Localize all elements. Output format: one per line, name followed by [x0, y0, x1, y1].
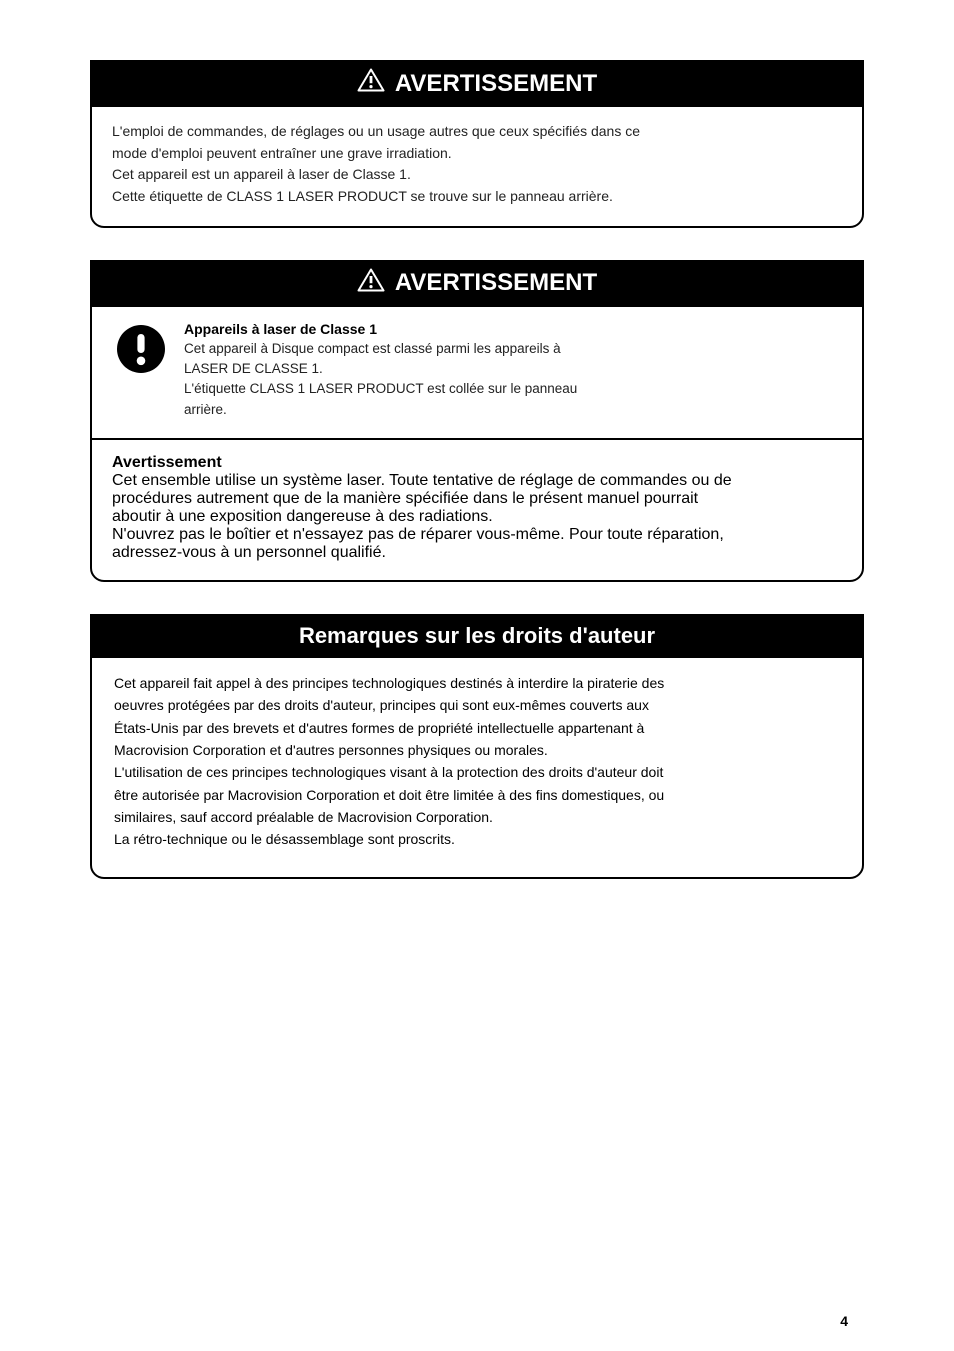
remarque-line: La rétro-technique ou le désassemblage s…	[114, 828, 840, 850]
header-label-1: AVERTISSEMENT	[395, 70, 597, 98]
item-body: Appareils à laser de Classe 1 Cet appare…	[184, 321, 842, 420]
body-line: L'emploi de commandes, de réglages ou un…	[112, 121, 842, 143]
header-label-2: AVERTISSEMENT	[395, 269, 597, 297]
remarques-body: Cet appareil fait appel à des principes …	[92, 658, 862, 877]
avertissement-upper: Appareils à laser de Classe 1 Cet appare…	[92, 307, 862, 440]
lower-line: aboutir à une exposition dangereuse à de…	[112, 508, 842, 526]
item-text-line: Cet appareil à Disque compact est classé…	[184, 339, 842, 359]
item-text-line: LASER DE CLASSE 1.	[184, 359, 842, 379]
warning-triangle-icon	[357, 268, 385, 299]
avertissement-box-2-wrapper: AVERTISSEMENT Appareils à laser de Class…	[90, 260, 864, 582]
remarque-line: Macrovision Corporation et d'autres pers…	[114, 739, 840, 761]
remarque-line: similaires, sauf accord préalable de Mac…	[114, 806, 840, 828]
avertissement-box-1: AVERTISSEMENT L'emploi de commandes, de …	[90, 60, 864, 228]
item-text-line: arrière.	[184, 400, 842, 420]
avertissement-lower: Avertissement Cet ensemble utilise un sy…	[92, 440, 862, 580]
notice-body-1: L'emploi de commandes, de réglages ou un…	[92, 107, 862, 226]
notice-header-2: AVERTISSEMENT	[92, 262, 862, 307]
lower-line: procédures autrement que de la manière s…	[112, 490, 842, 508]
remarque-line: Cet appareil fait appel à des principes …	[114, 672, 840, 694]
avertissement-box-2-header: AVERTISSEMENT	[90, 260, 864, 307]
item-row: Appareils à laser de Classe 1 Cet appare…	[112, 321, 842, 420]
body-line: mode d'emploi peuvent entraîner une grav…	[112, 143, 842, 165]
warning-triangle-icon	[357, 68, 385, 99]
remarque-line: être autorisée par Macrovision Corporati…	[114, 784, 840, 806]
avertissement-box-2-body: Appareils à laser de Classe 1 Cet appare…	[90, 305, 864, 582]
body-line: Cette étiquette de CLASS 1 LASER PRODUCT…	[112, 186, 842, 208]
document-page: AVERTISSEMENT L'emploi de commandes, de …	[0, 0, 954, 1351]
item-text-line: L'étiquette CLASS 1 LASER PRODUCT est co…	[184, 379, 842, 399]
lower-line: Cet ensemble utilise un système laser. T…	[112, 472, 842, 490]
remarque-line: oeuvres protégées par des droits d'auteu…	[114, 694, 840, 716]
remarque-line: États-Unis par des brevets et d'autres f…	[114, 717, 840, 739]
item-title: Appareils à laser de Classe 1	[184, 321, 842, 337]
lower-line: adressez-vous à un personnel qualifié.	[112, 544, 842, 562]
mandatory-circle-icon	[112, 321, 170, 375]
lower-title: Avertissement	[112, 454, 842, 472]
remarques-header: Remarques sur les droits d'auteur	[92, 616, 862, 658]
lower-line: N'ouvrez pas le boîtier et n'essayez pas…	[112, 526, 842, 544]
remarques-box: Remarques sur les droits d'auteur Cet ap…	[90, 614, 864, 879]
body-line: Cet appareil est un appareil à laser de …	[112, 164, 842, 186]
remarque-line: L'utilisation de ces principes technolog…	[114, 761, 840, 783]
page-number: 4	[840, 1313, 848, 1329]
notice-header-1: AVERTISSEMENT	[92, 62, 862, 107]
